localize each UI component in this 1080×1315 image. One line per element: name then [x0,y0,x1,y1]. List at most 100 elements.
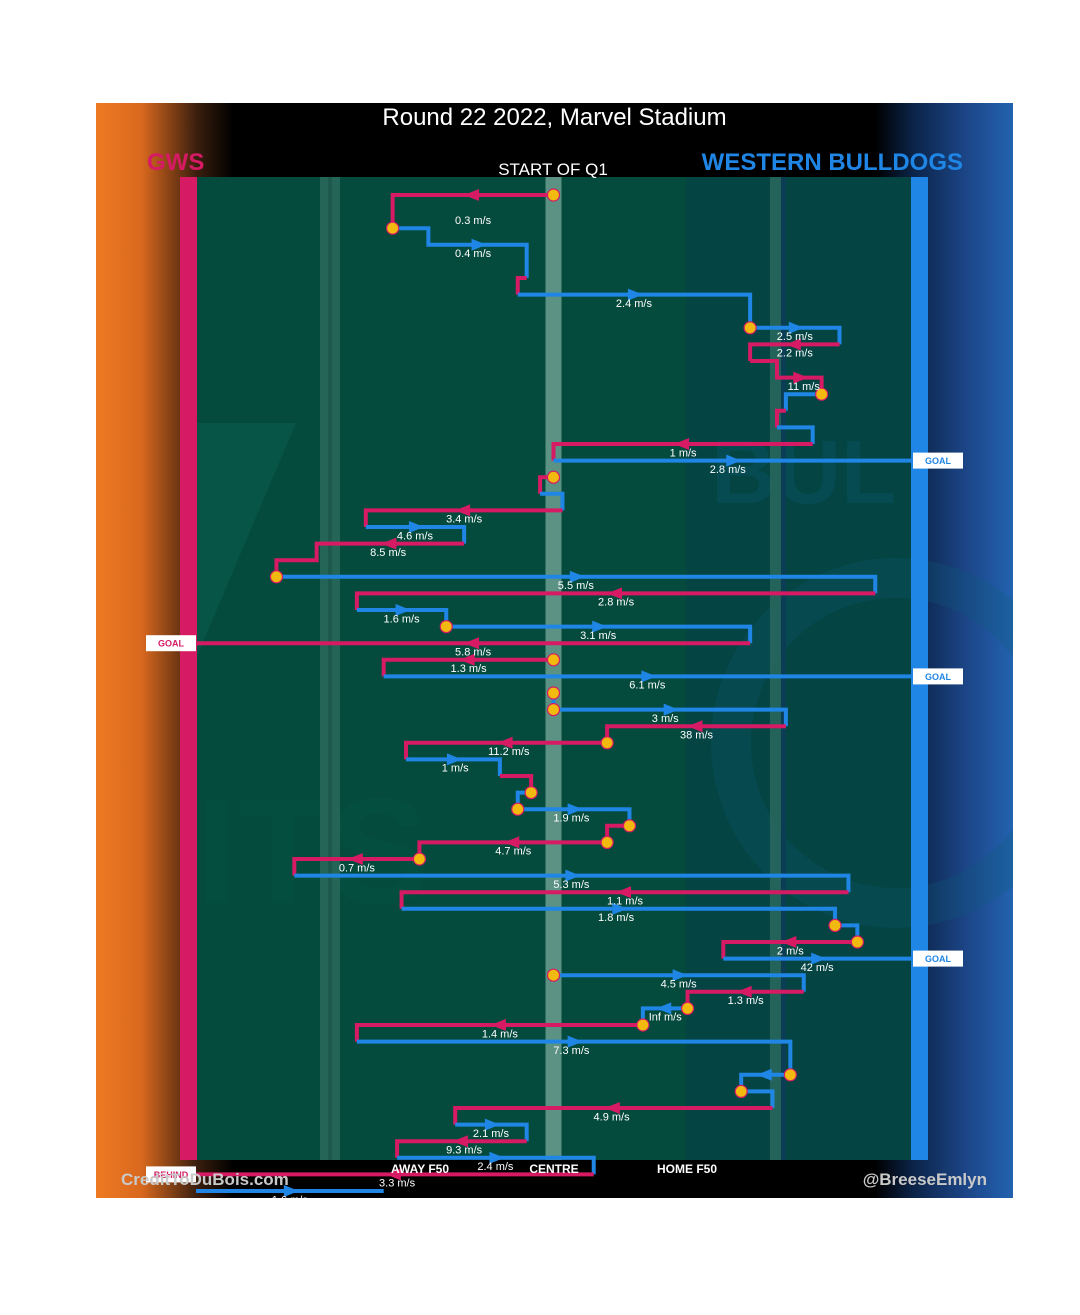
home-f50-lane [769,177,784,1160]
x-axis-label-home-f50: HOME F50 [656,1162,717,1176]
result-badge-24 [913,668,963,685]
quarter-label: START OF Q1 [498,160,608,179]
speed-label-18: 5.5 m/s [558,580,595,592]
contest-marker-16 [412,852,427,866]
contest-marker-15 [600,835,614,850]
chain-53-arrow [283,1185,299,1197]
plot-area: BUL ITS 0.3 m/s 0.4 m/s 2.4 m/s 2.5 m/s 2.2 … [146,177,1013,1198]
speed-label-23: 1.3 m/s [451,663,488,675]
away-f50-lane-line [328,177,333,1160]
chain-49-arrow [484,1118,500,1131]
speed-label-42: 1.3 m/s [728,995,765,1007]
chain-12-arrow [726,454,742,467]
chain-17-arrow [381,537,397,550]
chain-35-arrow [347,853,363,865]
speed-label-22: 5.8 m/s [455,647,492,659]
credit-right: @BreeseEmlyn [862,1170,987,1189]
speed-label-51: 2.4 m/s [477,1161,514,1173]
chain-51-arrow [489,1151,505,1164]
speed-label-40: 42 m/s [801,962,835,974]
speed-label-5: 2.5 m/s [777,331,814,343]
speed-label-11: 1 m/s [670,447,697,459]
contest-marker-2 [386,221,400,235]
contest-marker-23 [734,1084,748,1099]
result-label-24: GOAL [925,672,952,682]
score-results: GOAL GOAL GOAL GOAL BEHIND [146,452,963,1183]
chain-47 [741,1089,775,1108]
chain-18 [276,574,878,594]
speed-label-43: Inf m/s [649,1012,683,1024]
speed-label-34: 4.7 m/s [495,846,532,858]
chain-28-arrow [497,736,513,749]
chain-29-arrow [446,753,462,766]
contest-marker-12 [524,785,538,800]
speed-label-35: 0.7 m/s [339,862,376,874]
chain-37 [399,890,849,909]
home-f50-lane-line [780,177,786,1160]
chain-3 [515,276,527,295]
chain-44-arrow [490,1019,506,1031]
speed-label-41: 4.5 m/s [661,979,698,991]
speed-label-38: 1.8 m/s [598,912,635,924]
contest-marker-19 [546,968,561,982]
speed-label-36: 5.3 m/s [553,879,590,891]
chain-49 [455,1122,529,1142]
home-team-label: WESTERN BULLDOGS [701,149,963,176]
result-badge-22 [146,635,196,652]
chain-41 [553,973,806,992]
speed-label-6: 2.2 m/s [777,348,814,360]
speed-label-16: 4.6 m/s [397,530,434,542]
speed-label-52: 3.3 m/s [379,1178,416,1190]
chain-9 [774,408,786,428]
chain-15-arrow [455,504,471,517]
contest-marker-5 [546,470,561,484]
credit-left: CreditToDuBois.com [121,1170,289,1189]
chain-17 [274,541,465,577]
result-badge-40 [913,950,963,967]
centre-lane [545,177,562,1160]
result-label-12: GOAL [925,456,952,466]
chain-1-arrow [464,189,480,201]
chain-39-arrow [781,936,797,948]
chain-6 [748,342,840,361]
chain-39 [721,940,858,959]
chain-35 [292,857,420,876]
chain-14 [540,491,565,511]
speed-label-27: 38 m/s [680,730,714,742]
gws-watermark-shape [194,423,296,663]
contest-marker-17 [828,918,842,933]
result-label-52: BEHIND [154,1170,189,1180]
chain-6-arrow [785,338,801,351]
contest-marker-8 [546,653,561,667]
chain-8 [783,392,822,411]
speed-label-45: 7.3 m/s [553,1045,590,1057]
bulldogs-watermark-circle [711,558,1013,928]
result-badge-52 [146,1166,196,1183]
chain-52-arrow [385,1168,401,1181]
chain-7-arrow [793,371,809,384]
result-label-40: GOAL [925,954,952,964]
contest-marker-1 [546,188,561,202]
contest-marker-21 [636,1018,650,1032]
chain-51 [397,1155,596,1175]
chain-2 [392,226,529,278]
contest-marker-3 [743,321,757,335]
chain-26-arrow [663,703,679,716]
chain-48-arrow [604,1102,620,1114]
chain-45 [356,1039,793,1075]
chain-4-arrow [627,288,643,301]
chain-16-arrow [408,521,424,533]
gws-watermark: ITS [196,767,429,935]
x-axis-label-centre: CENTRE [529,1162,579,1176]
speed-labels: 0.3 m/s 0.4 m/s 2.4 m/s 2.5 m/s 2.2 m/s 11 m/… [272,215,834,1198]
chain-46-arrow [756,1068,772,1081]
chain-5 [750,325,842,345]
speed-label-49: 2.1 m/s [473,1128,510,1140]
speed-label-17: 8.5 m/s [370,547,407,559]
field-lanes [320,177,786,1160]
chain-20-arrow [395,604,411,616]
contest-marker-14 [622,819,637,833]
speed-label-50: 9.3 m/s [446,1145,483,1157]
contest-markers [269,188,864,1099]
speed-label-20: 1.6 m/s [384,613,421,625]
